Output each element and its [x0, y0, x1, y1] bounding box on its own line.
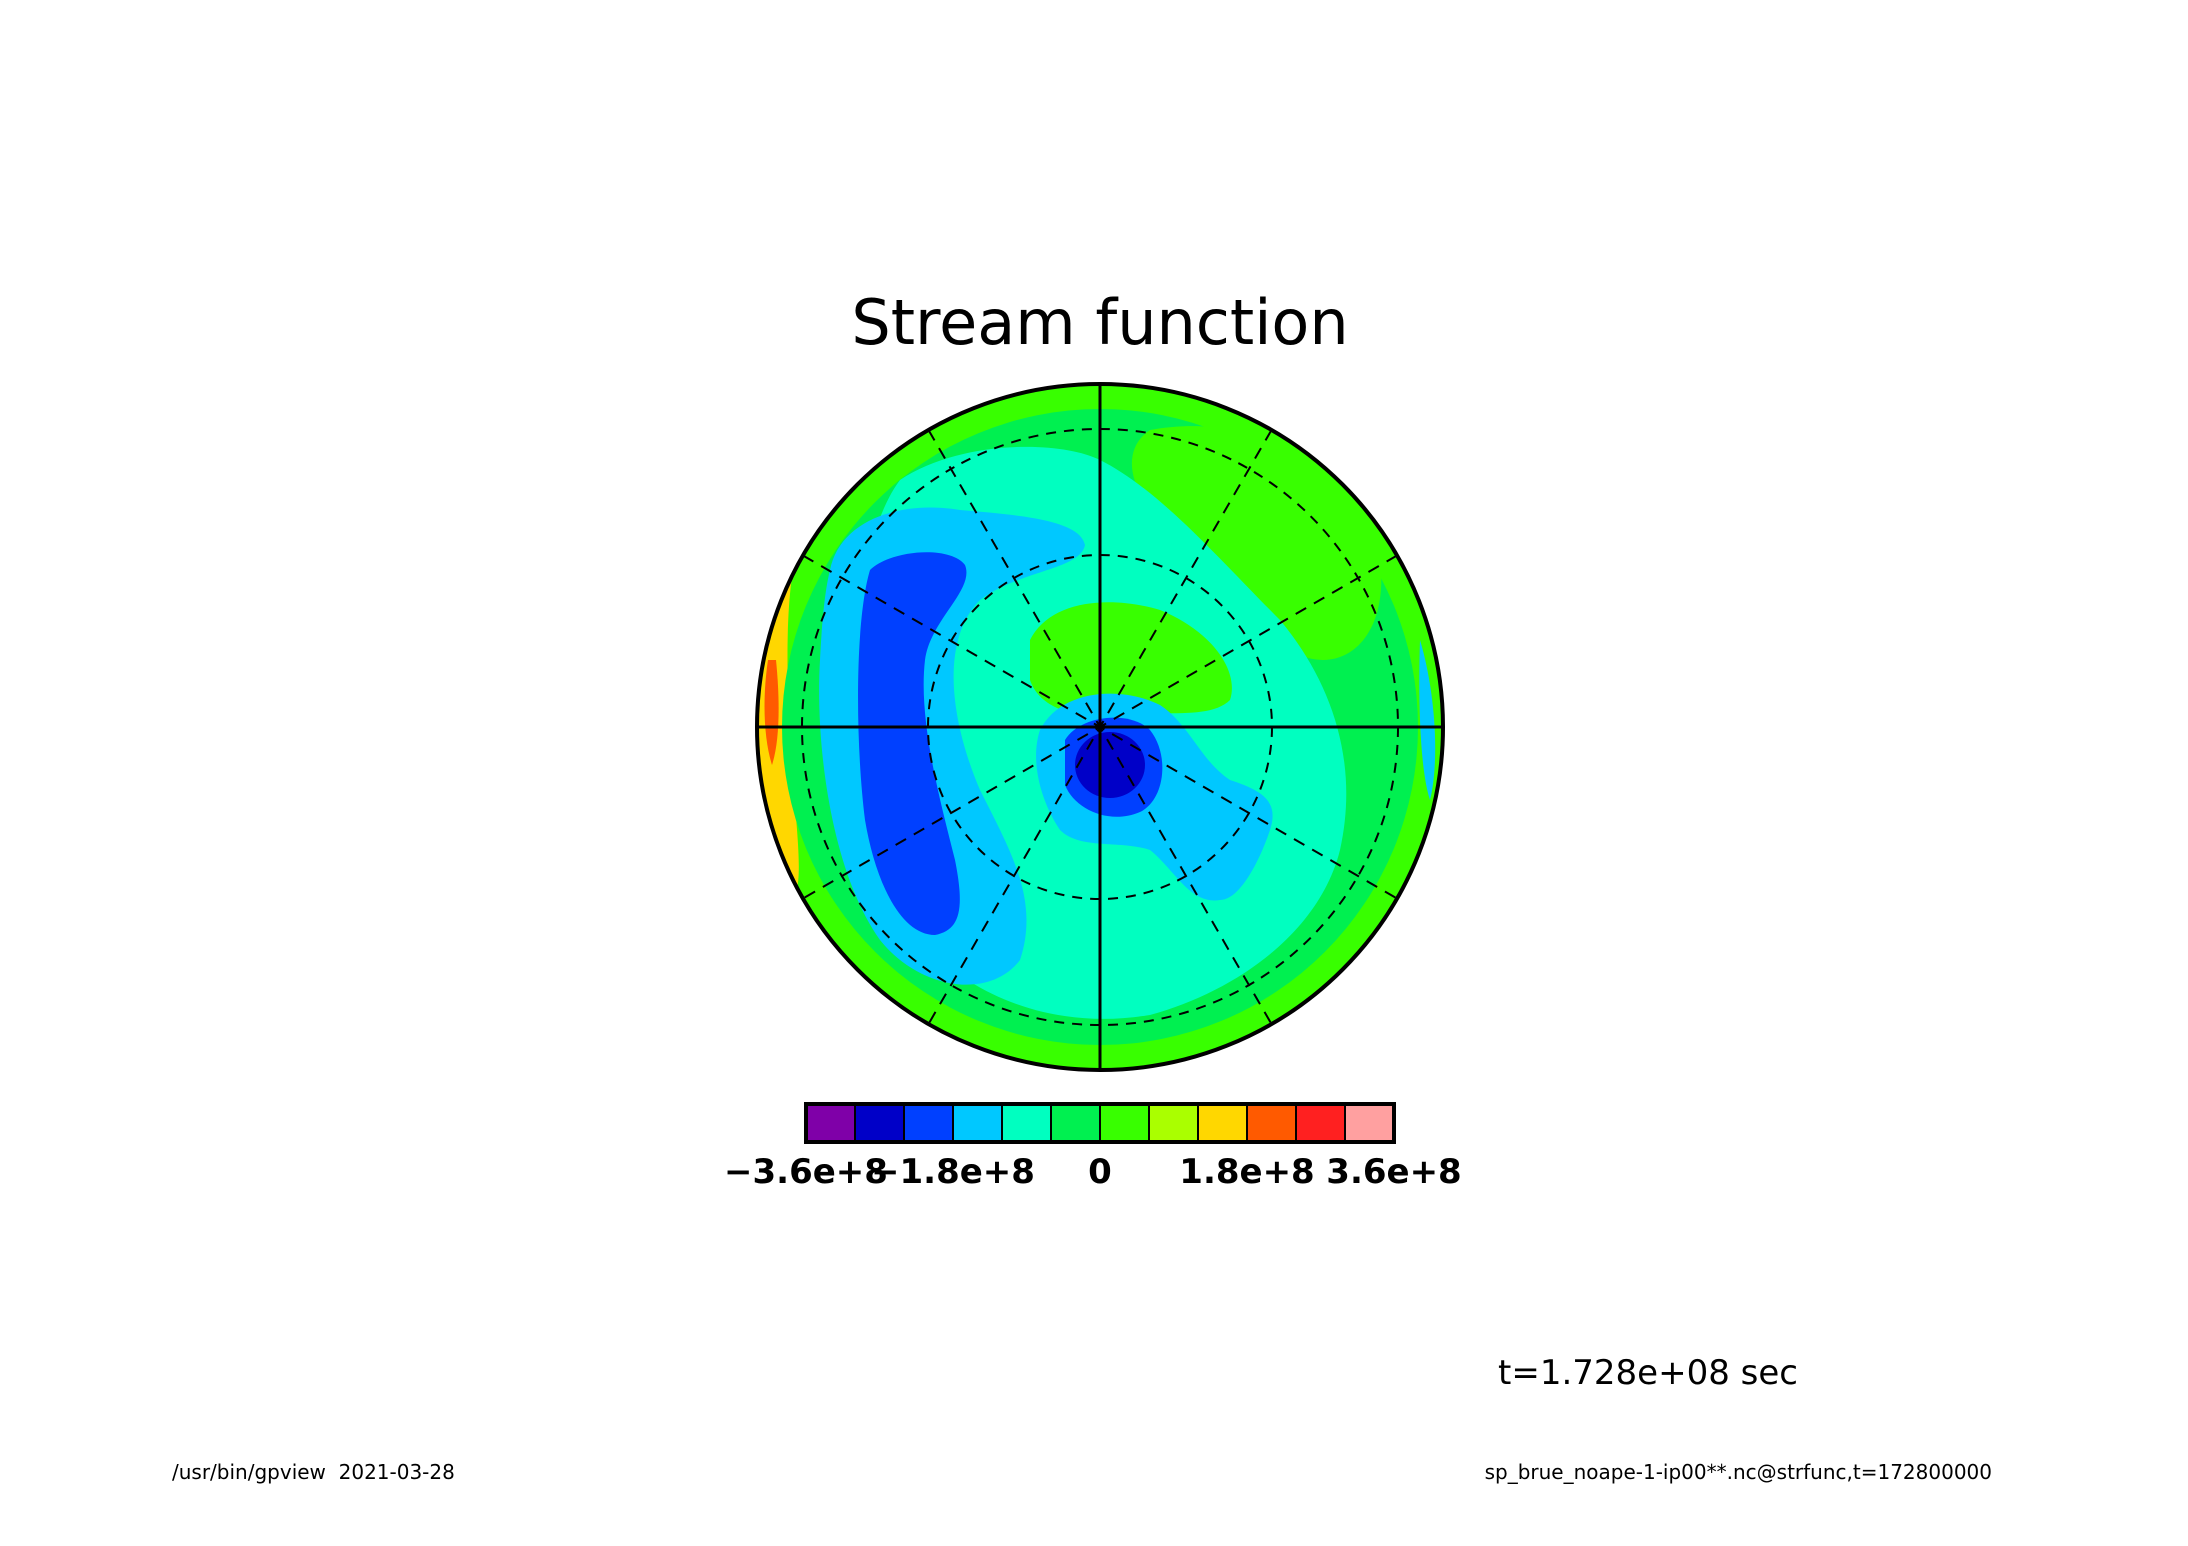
contour-rim-orange — [764, 660, 779, 765]
map-boundary — [755, 382, 1445, 1072]
colorbar-box — [1344, 1103, 1395, 1143]
contour-fill-layer — [757, 384, 1443, 1070]
colorbar-box — [1295, 1103, 1346, 1143]
colorbar-tick-label: −3.6e+8 — [724, 1152, 888, 1192]
contour-green-center — [1030, 602, 1232, 717]
contour-darkblue-core — [1075, 732, 1145, 798]
polar-map — [755, 382, 1445, 1072]
colorbar-tick-label: −1.8e+8 — [871, 1152, 1035, 1192]
colorbar — [804, 1102, 1396, 1144]
colorbar-tick-label: 1.8e+8 — [1179, 1152, 1314, 1192]
colorbar-tick-label: 0 — [1088, 1152, 1112, 1192]
colorbar-box — [1001, 1103, 1052, 1143]
colorbar-box — [1148, 1103, 1199, 1143]
colorbar-box — [1246, 1103, 1297, 1143]
colorbar-box — [1099, 1103, 1150, 1143]
colorbar-box — [805, 1103, 856, 1143]
footer-right: sp_brue_noape-1-ip00**.nc@strfunc,t=1728… — [1485, 1460, 1992, 1484]
time-label: t=1.728e+08 sec — [1498, 1353, 1798, 1393]
colorbar-frame — [804, 1102, 1396, 1144]
colorbar-box — [952, 1103, 1003, 1143]
colorbar-box — [854, 1103, 905, 1143]
footer-left: /usr/bin/gpview 2021-03-28 — [172, 1460, 455, 1484]
colorbar-tick-labels: −3.6e+8−1.8e+8 0 1.8e+8 3.6e+8 — [724, 1152, 1462, 1192]
chart-title: Stream function — [851, 286, 1348, 359]
longitude-solid-lines — [757, 384, 1443, 1070]
colorbar-box — [903, 1103, 954, 1143]
colorbar-tick-label: 3.6e+8 — [1326, 1152, 1461, 1192]
colorbar-box — [1197, 1103, 1248, 1143]
colorbar-box — [1050, 1103, 1101, 1143]
contour-cyan-right-edge — [1419, 640, 1436, 800]
contour-blue-left — [858, 552, 967, 935]
